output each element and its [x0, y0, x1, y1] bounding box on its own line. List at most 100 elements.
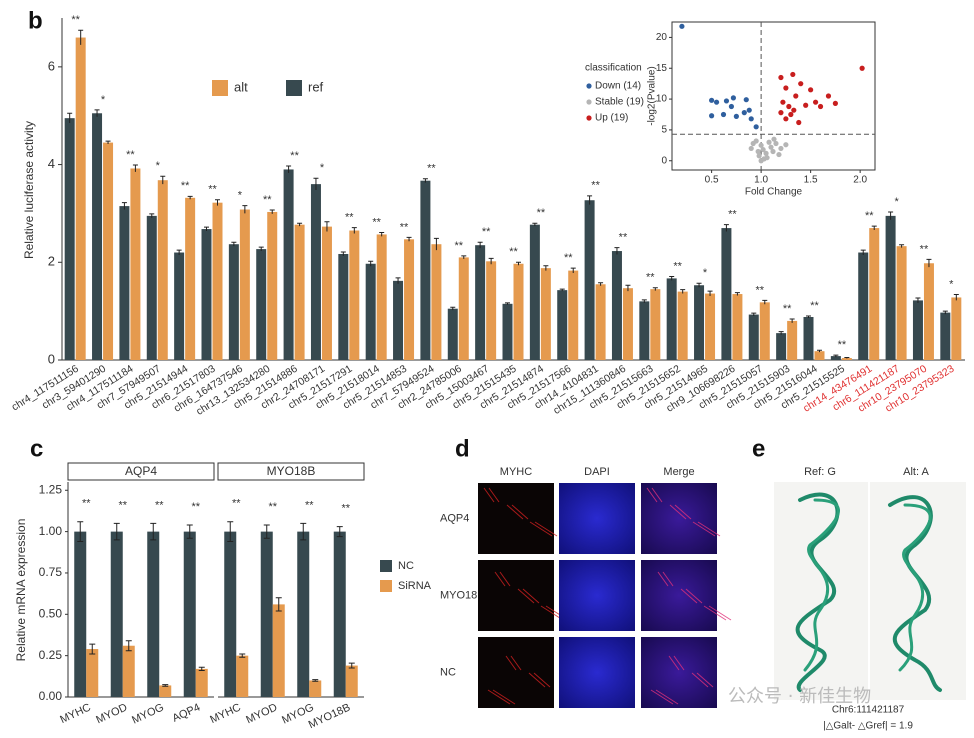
point — [709, 113, 715, 119]
bar — [122, 645, 135, 697]
error-bar — [477, 241, 483, 249]
facet-strip — [67, 462, 215, 481]
fiber — [534, 521, 558, 537]
point — [760, 147, 766, 153]
significance: ** — [82, 498, 91, 510]
bar — [896, 246, 907, 360]
bar — [803, 317, 814, 360]
point — [758, 158, 764, 164]
bar — [486, 261, 497, 360]
bar — [540, 268, 551, 360]
error-bar — [406, 236, 412, 242]
error-bar — [105, 140, 111, 145]
significance: ** — [427, 163, 436, 175]
legend-swatch — [586, 83, 592, 89]
error-bar — [312, 679, 319, 682]
point — [798, 81, 804, 87]
y-axis-label: Relative mRNA expression — [14, 519, 28, 662]
bar — [147, 531, 160, 697]
micrograph — [559, 483, 635, 554]
bar — [529, 224, 540, 360]
error-bar — [187, 195, 193, 200]
bar — [513, 263, 524, 360]
error-bar — [652, 287, 658, 291]
bar — [86, 649, 99, 697]
error-bar — [915, 297, 921, 303]
y-tick-label: 0.50 — [39, 606, 63, 620]
significance: * — [156, 160, 161, 172]
panel-letter: b — [28, 7, 43, 34]
error-bar — [734, 292, 740, 296]
point — [832, 100, 838, 106]
legend-swatch — [586, 115, 592, 121]
legend-label: ref — [308, 79, 324, 94]
column-header: Alt: A — [903, 466, 929, 478]
error-bar — [926, 258, 932, 268]
bar — [475, 245, 486, 360]
error-bar — [888, 211, 894, 220]
fiber — [651, 487, 663, 503]
error-bar — [751, 312, 757, 317]
significance: * — [320, 162, 325, 174]
significance: ** — [208, 184, 217, 196]
point — [778, 74, 784, 81]
bar — [195, 668, 208, 697]
significance: * — [101, 94, 106, 106]
significance: ** — [191, 501, 200, 513]
significance: ** — [509, 246, 518, 258]
point — [764, 155, 770, 161]
error-bar — [94, 109, 100, 117]
bar — [841, 358, 852, 360]
significance: ** — [564, 252, 573, 264]
point — [758, 142, 764, 148]
bar — [146, 215, 157, 360]
column-header: MYHC — [500, 466, 532, 478]
legend-swatch — [286, 80, 302, 96]
facet-strip — [217, 462, 365, 481]
error-bar — [570, 267, 576, 274]
bar — [260, 531, 273, 697]
bar — [595, 284, 606, 360]
micrograph — [478, 560, 554, 631]
error-bar — [488, 257, 494, 265]
bar — [283, 169, 294, 360]
error-bar — [641, 299, 647, 303]
error-bar — [543, 265, 549, 271]
x-tick-label: AQP4 — [171, 701, 203, 724]
micrograph — [641, 560, 717, 631]
error-bar — [762, 299, 768, 305]
bar — [568, 270, 579, 360]
error-bar — [67, 112, 73, 124]
x-axis-label: Fold Change — [745, 187, 803, 198]
legend-label: SiRNA — [398, 580, 432, 592]
fiber — [655, 689, 679, 705]
error-bar — [150, 522, 157, 541]
legend-title: classification — [585, 63, 642, 74]
fiber — [487, 689, 511, 705]
significance: ** — [155, 499, 164, 511]
bar — [157, 180, 168, 360]
error-bar — [696, 282, 702, 288]
point — [713, 99, 720, 105]
significance: ** — [838, 339, 847, 351]
fiber — [646, 487, 658, 503]
significance: ** — [619, 232, 628, 244]
micrograph — [478, 483, 554, 554]
error-bar — [450, 306, 456, 311]
point — [793, 93, 799, 99]
fiber — [696, 672, 714, 688]
bar — [345, 665, 358, 697]
bar — [458, 257, 469, 360]
bar — [666, 278, 677, 360]
point — [778, 110, 784, 116]
bar — [103, 142, 114, 360]
bar — [584, 200, 595, 360]
fiber — [510, 655, 522, 671]
point — [783, 85, 789, 91]
y-tick-label: 1.00 — [39, 524, 63, 538]
y-tick-label: 20 — [656, 32, 668, 43]
significance: ** — [268, 501, 277, 513]
fiber — [673, 655, 685, 671]
bar — [732, 294, 743, 360]
error-bar — [625, 284, 631, 292]
